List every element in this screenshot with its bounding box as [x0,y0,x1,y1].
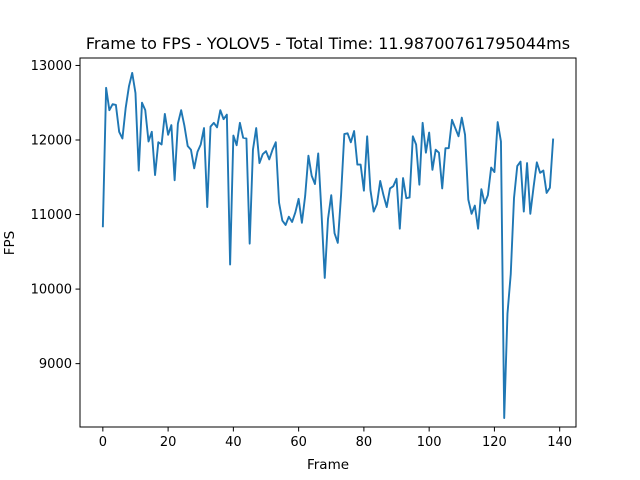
y-tick-label: 11000 [31,208,72,223]
x-tick-label: 140 [547,435,572,450]
x-tick-label: 20 [160,435,177,450]
x-tick-label: 60 [290,435,307,450]
x-tick-label: 120 [482,435,507,450]
x-tick-label: 0 [99,435,107,450]
x-axis-label: Frame [307,457,349,473]
y-tick-label: 10000 [31,283,72,298]
chart-title: Frame to FPS - YOLOV5 - Total Time: 11.9… [86,34,570,53]
y-axis-label: FPS [2,231,18,255]
plot-area: 0 20 40 60 80 100 120 140 9000 10000 11000 12000 130… [31,57,577,450]
x-tick-label: 40 [225,435,242,450]
axes-frame [79,57,577,428]
x-tick-label: 80 [356,435,373,450]
series-line-0 [101,71,555,419]
y-tick-label: 13000 [31,59,72,74]
y-tick-label: 9000 [39,357,72,372]
y-tick-label: 12000 [31,134,72,149]
x-tick-label: 100 [417,435,442,450]
